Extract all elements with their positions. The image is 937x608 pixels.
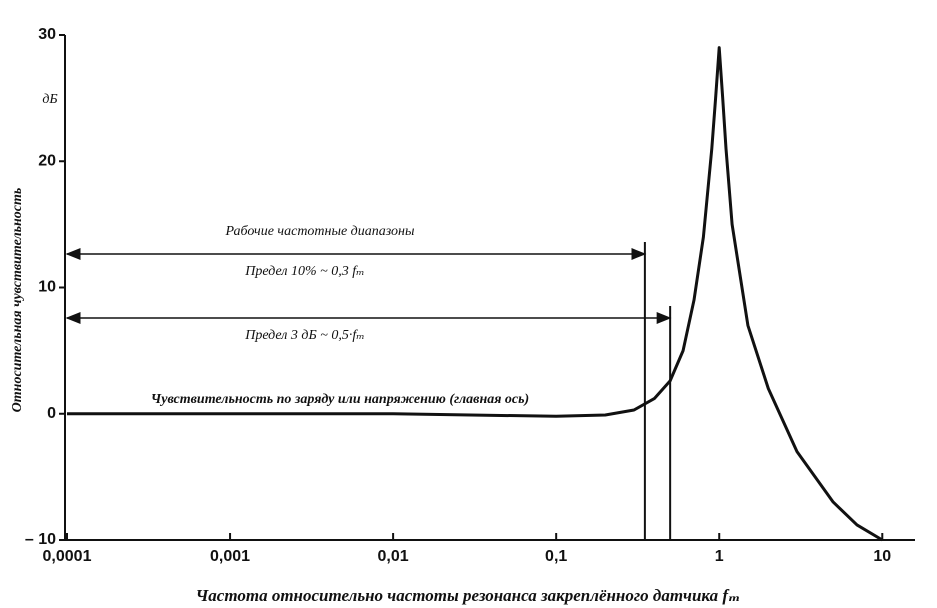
x-axis-label: Частота относительно частоты резонанса з… <box>196 586 741 605</box>
limit-label: Предел 10% ~ 0,3 fₘ <box>244 264 364 279</box>
y-axis-label: Относительная чувствительность <box>10 188 25 413</box>
y-tick-label: 20 <box>38 152 56 169</box>
y-tick-label: 0 <box>47 405 56 422</box>
x-tick-label: 0,0001 <box>43 548 92 565</box>
y-tick-label: 10 <box>38 279 56 296</box>
range-title: Рабочие частотные диапазоны <box>225 224 415 239</box>
x-tick-label: 0,1 <box>545 548 567 565</box>
y-tick-label: – 10 <box>25 531 56 548</box>
y-tick-label: 30 <box>38 26 56 43</box>
curve-label: Чувствительность по заряду или напряжени… <box>151 392 529 407</box>
curve <box>67 46 884 542</box>
x-tick-label: 10 <box>873 548 891 565</box>
x-tick-label: 0,01 <box>378 548 409 565</box>
x-tick-label: 0,001 <box>210 548 250 565</box>
x-tick-label: 1 <box>715 548 724 565</box>
y-unit: дБ <box>42 92 57 107</box>
limit-label: Предел 3 дБ ~ 0,5·fₘ <box>244 328 365 343</box>
